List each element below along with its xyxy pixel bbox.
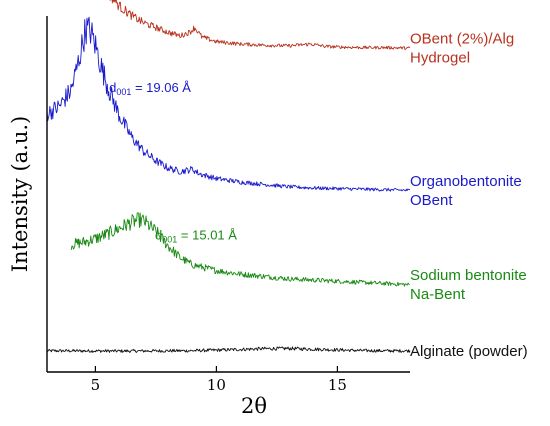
series-line-hydrogel (109, 0, 411, 50)
x-tick-label: 15 (328, 376, 347, 394)
peak-annotation-obent: d001 = 19.06 Å (109, 80, 191, 97)
series-label-hydrogel: OBent (2%)/Alg (410, 31, 514, 48)
series-line-alg (46, 346, 411, 353)
series-line-nabent (70, 212, 410, 287)
x-tick-label: 10 (207, 376, 226, 394)
series-label-alg: Alginate (powder) (410, 343, 528, 360)
series-label-nabent: Na-Bent (410, 286, 466, 303)
y-axis-title: Intensity (a.u.) (8, 116, 32, 272)
x-axis-title: 2θ (241, 394, 267, 418)
axes (46, 16, 410, 373)
series-label-hydrogel: Hydrogel (410, 50, 470, 67)
series-label-obent: OBent (410, 192, 453, 209)
peak-annotation-nabent: d001 = 15.01 Å (155, 227, 237, 244)
plot-area (46, 0, 411, 353)
series-label-obent: Organobentonite (410, 173, 522, 190)
series-label-nabent: Sodium bentonite (410, 267, 527, 284)
series-line-obent (46, 16, 411, 192)
series-labels: Alginate (powder) Sodium bentonite Na-Bent… (410, 31, 528, 360)
x-ticks: 5 10 15 (91, 366, 347, 394)
x-tick-label: 5 (91, 376, 101, 394)
